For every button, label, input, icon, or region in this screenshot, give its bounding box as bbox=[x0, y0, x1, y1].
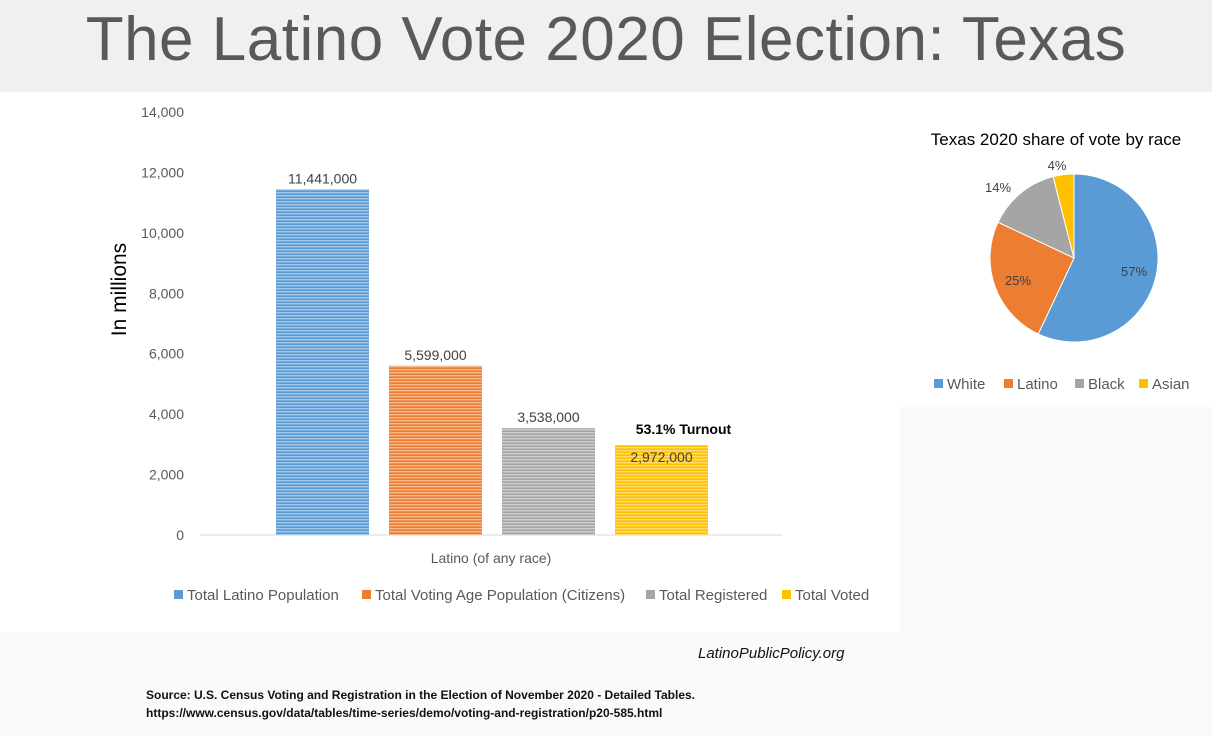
legend-label-total-voting-age-population-citizens: Total Voting Age Population (Citizens) bbox=[375, 587, 625, 604]
x-category-label: Latino (of any race) bbox=[431, 550, 552, 566]
y-tick-label: 6,000 bbox=[149, 346, 184, 362]
legend-label-total-latino-population: Total Latino Population bbox=[187, 587, 339, 604]
y-tick-label: 14,000 bbox=[141, 104, 184, 120]
pie-legend-label-black: Black bbox=[1088, 376, 1125, 393]
legend-swatch-total-latino-population bbox=[174, 590, 183, 599]
pie-slice-black bbox=[997, 176, 1075, 259]
pie-slice-asian bbox=[1052, 173, 1075, 259]
pie-legend-swatch-white bbox=[934, 379, 943, 388]
bar-chart-area bbox=[0, 92, 900, 632]
data-label-total-registered: 3,538,000 bbox=[517, 409, 579, 425]
title-band bbox=[0, 0, 1212, 92]
legend-label-total-registered: Total Registered bbox=[659, 587, 767, 604]
website-credit: LatinoPublicPolicy.org bbox=[698, 645, 845, 662]
bar-texture-total-voting-age-population-citizens bbox=[389, 365, 482, 535]
y-tick-label: 10,000 bbox=[141, 225, 184, 241]
pie-legend-label-latino: Latino bbox=[1017, 376, 1058, 393]
pie-legend-swatch-latino bbox=[1004, 379, 1013, 388]
page-title: The Latino Vote 2020 Election: Texas bbox=[85, 5, 1127, 74]
bar-texture-total-latino-population bbox=[276, 189, 369, 535]
pie-legend-label-white: White bbox=[947, 376, 985, 393]
pie-label-asian: 4% bbox=[1048, 158, 1067, 173]
legend-swatch-total-voting-age-population-citizens bbox=[362, 590, 371, 599]
bar-texture-total-registered bbox=[502, 428, 595, 535]
data-label-total-voted: 2,972,000 bbox=[630, 449, 692, 465]
pie-slice-white bbox=[1037, 173, 1159, 343]
pie-title: Texas 2020 share of vote by race bbox=[931, 130, 1181, 149]
y-axis-title: In millions bbox=[108, 243, 131, 336]
data-label-total-voting-age-population-citizens: 5,599,000 bbox=[404, 347, 466, 363]
pie-label-latino: 25% bbox=[1005, 273, 1031, 288]
pie-legend-label-asian: Asian bbox=[1152, 376, 1190, 393]
turnout-annotation: 53.1% Turnout bbox=[636, 421, 732, 437]
legend-swatch-total-registered bbox=[646, 590, 655, 599]
pie-legend-swatch-black bbox=[1075, 379, 1084, 388]
pie-slice-latino bbox=[989, 221, 1075, 335]
y-tick-label: 0 bbox=[176, 527, 184, 543]
source-note: Source: U.S. Census Voting and Registrat… bbox=[146, 686, 695, 722]
pie-label-black: 14% bbox=[985, 180, 1011, 195]
y-tick-label: 12,000 bbox=[141, 164, 184, 180]
y-tick-label: 4,000 bbox=[149, 406, 184, 422]
bar-texture-total-voted bbox=[615, 445, 708, 535]
source-line-2: https://www.census.gov/data/tables/time-… bbox=[146, 706, 663, 720]
y-tick-label: 2,000 bbox=[149, 467, 184, 483]
y-tick-label: 8,000 bbox=[149, 285, 184, 301]
legend-label-total-voted: Total Voted bbox=[795, 587, 869, 604]
source-line-1: Source: U.S. Census Voting and Registrat… bbox=[146, 688, 695, 702]
pie-label-white: 57% bbox=[1121, 264, 1147, 279]
pie-legend-swatch-asian bbox=[1139, 379, 1148, 388]
data-label-total-latino-population: 11,441,000 bbox=[288, 170, 357, 186]
legend-swatch-total-voted bbox=[782, 590, 791, 599]
